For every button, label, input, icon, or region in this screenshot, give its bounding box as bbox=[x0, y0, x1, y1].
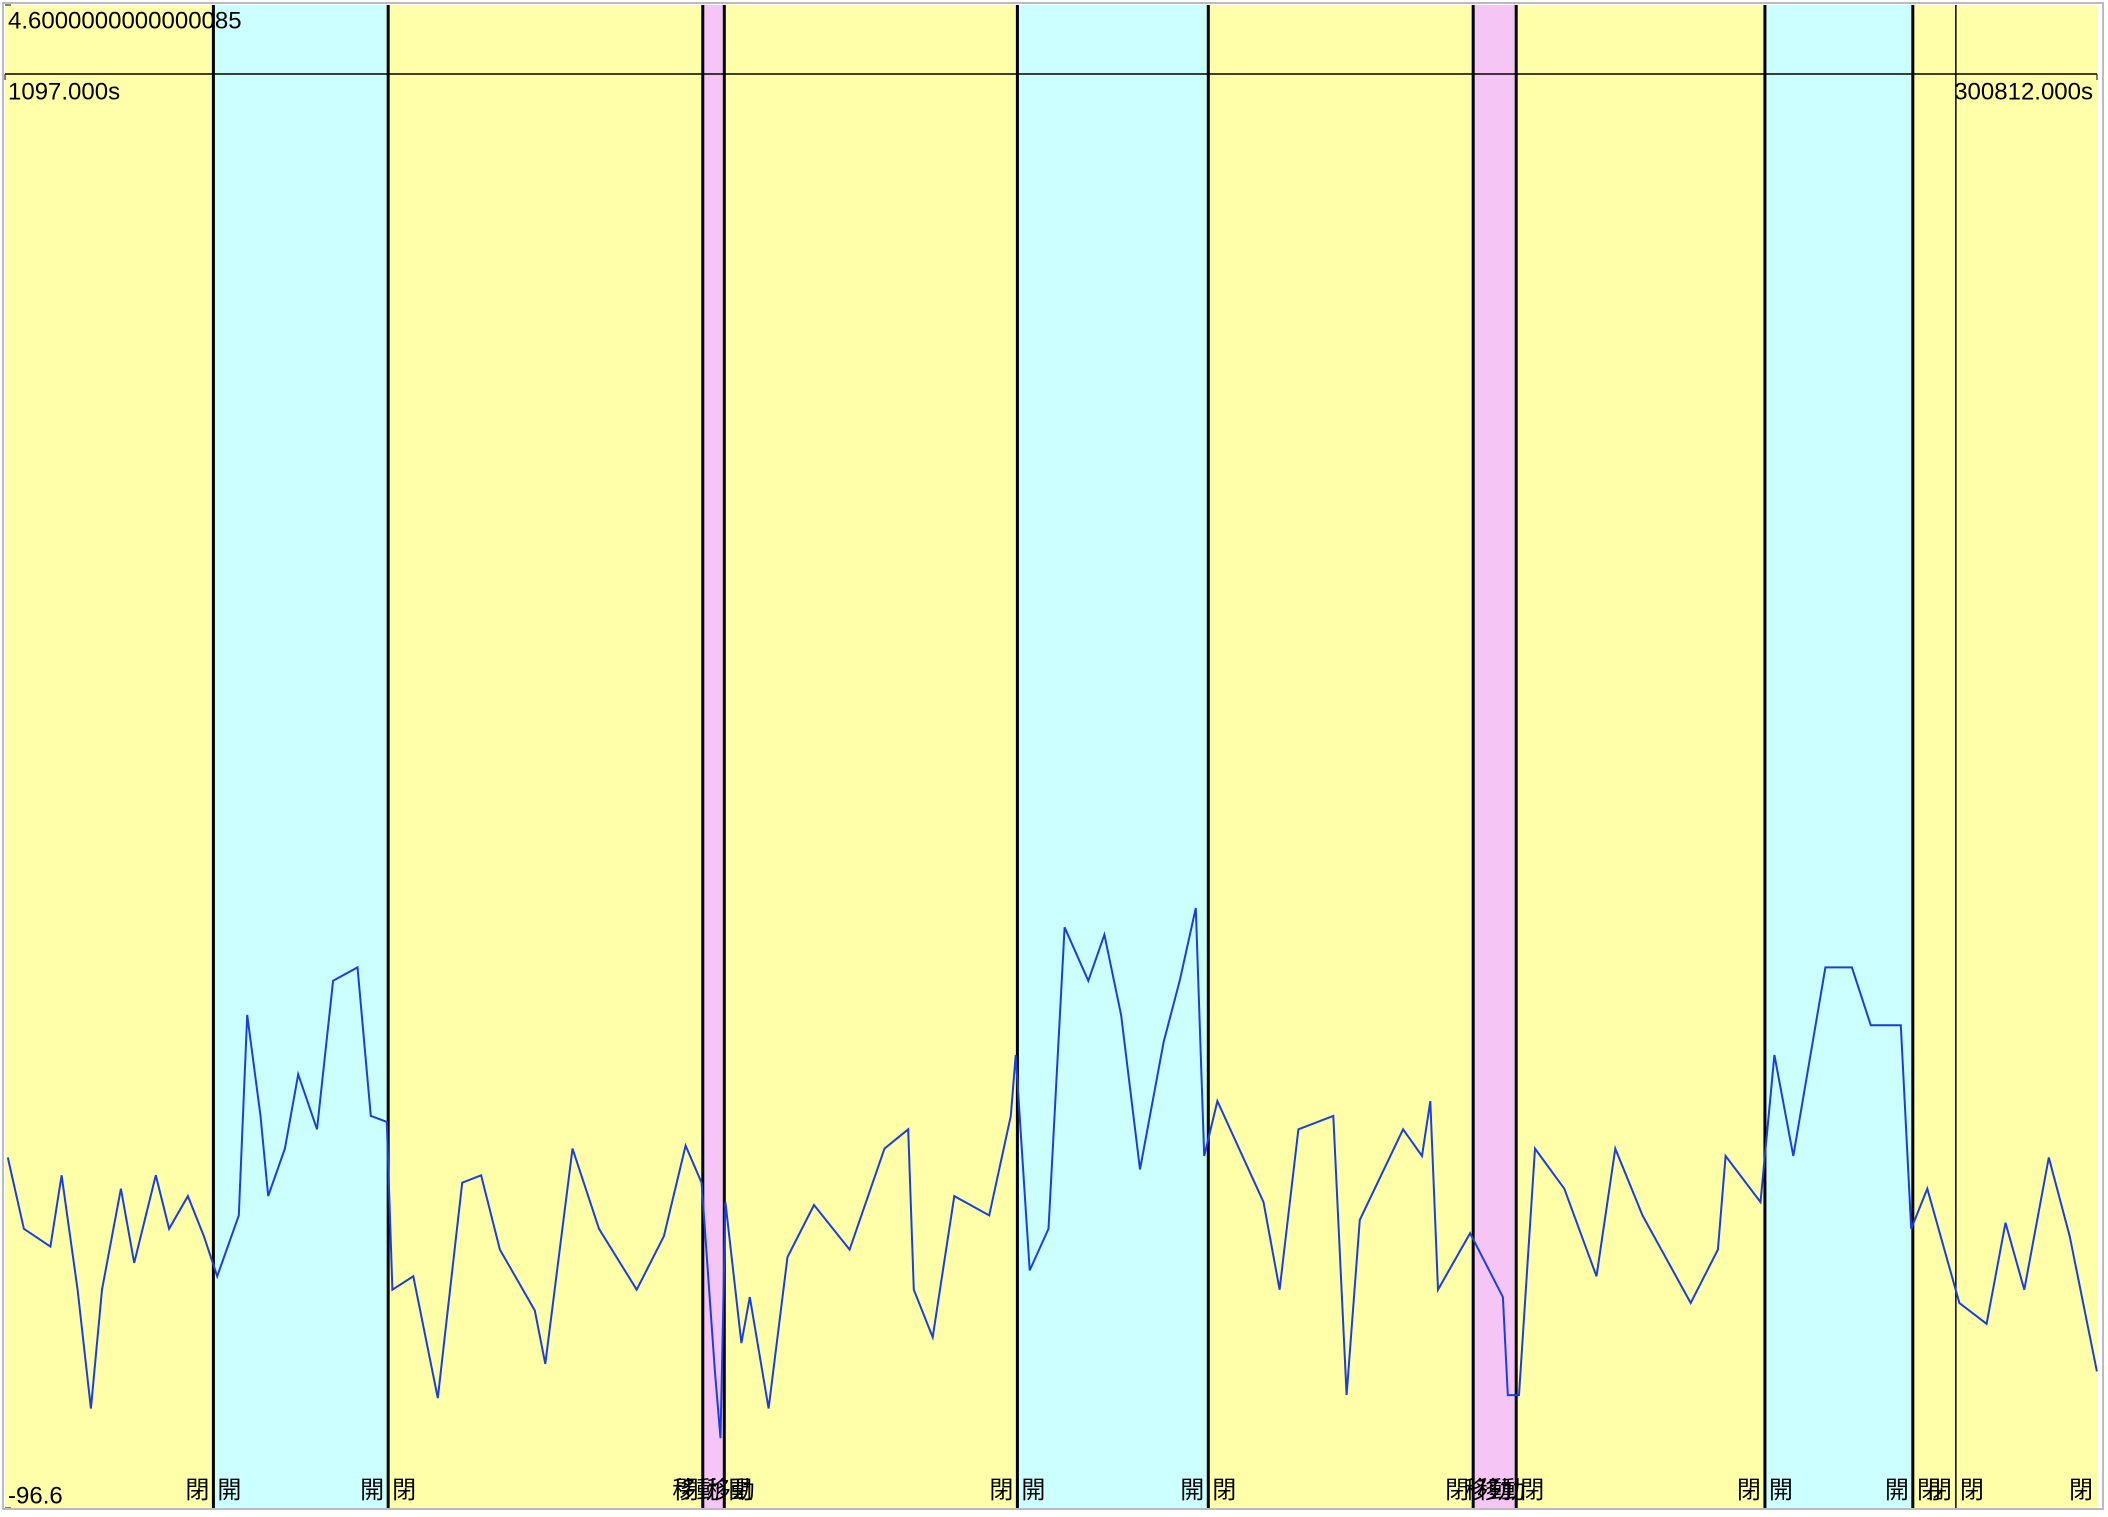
region-label: 閉 bbox=[185, 1477, 209, 1504]
region bbox=[5, 5, 214, 1508]
data-line bbox=[6, 907, 2098, 1439]
region-label: 閉 bbox=[1520, 1477, 1544, 1504]
region-label: 閉 bbox=[1928, 1477, 1952, 1504]
region-label: 閉 bbox=[728, 1477, 752, 1504]
region-label: 開 bbox=[1021, 1477, 1045, 1504]
x-tick-label: 300812.000s bbox=[1954, 78, 2093, 105]
region-label: 開 bbox=[217, 1477, 241, 1504]
region-label: 閉 bbox=[1917, 1477, 1941, 1504]
y-tick-label: 4.6000000000000085 bbox=[8, 7, 242, 34]
region-label: 閉 bbox=[2069, 1477, 2093, 1504]
region-label: 移動 bbox=[1464, 1477, 1512, 1504]
region-label: 閉 bbox=[1737, 1477, 1761, 1504]
region bbox=[1764, 5, 1913, 1508]
region bbox=[388, 5, 703, 1508]
region-label: 閉 bbox=[989, 1477, 1013, 1504]
region-label: 開 bbox=[1885, 1477, 1909, 1504]
x-tick-label: 1097.000s bbox=[8, 78, 120, 105]
region-label: 閉 bbox=[1445, 1477, 1469, 1504]
region bbox=[213, 5, 389, 1508]
region-label: 開 bbox=[360, 1477, 384, 1504]
region bbox=[1473, 5, 1517, 1508]
region-label: 移動 bbox=[1477, 1477, 1525, 1504]
region bbox=[1017, 5, 1209, 1508]
region-label: 閉 bbox=[1212, 1477, 1236, 1504]
region-label: 開 bbox=[1769, 1477, 1793, 1504]
region-label: 移動 bbox=[672, 1477, 720, 1504]
region bbox=[724, 5, 1018, 1508]
region bbox=[702, 5, 725, 1508]
region-label: 開 bbox=[1180, 1477, 1204, 1504]
region bbox=[1516, 5, 1765, 1508]
y-tick-label: -96.6 bbox=[8, 1482, 63, 1509]
region-label: 閉 bbox=[1960, 1477, 1984, 1504]
region-label: 閉 bbox=[675, 1477, 699, 1504]
regions: 閉開開閉閉移動移動閉閉開開閉閉移動移動閉閉開開閉閉閉閉 bbox=[5, 5, 2097, 1508]
region bbox=[1912, 5, 1956, 1508]
plot: -96.6 4.6000000000000085 1097.000s 300812.0… bbox=[4, 4, 2098, 1509]
region-label: 閉 bbox=[392, 1477, 416, 1504]
region-label: 移動 bbox=[707, 1477, 755, 1504]
